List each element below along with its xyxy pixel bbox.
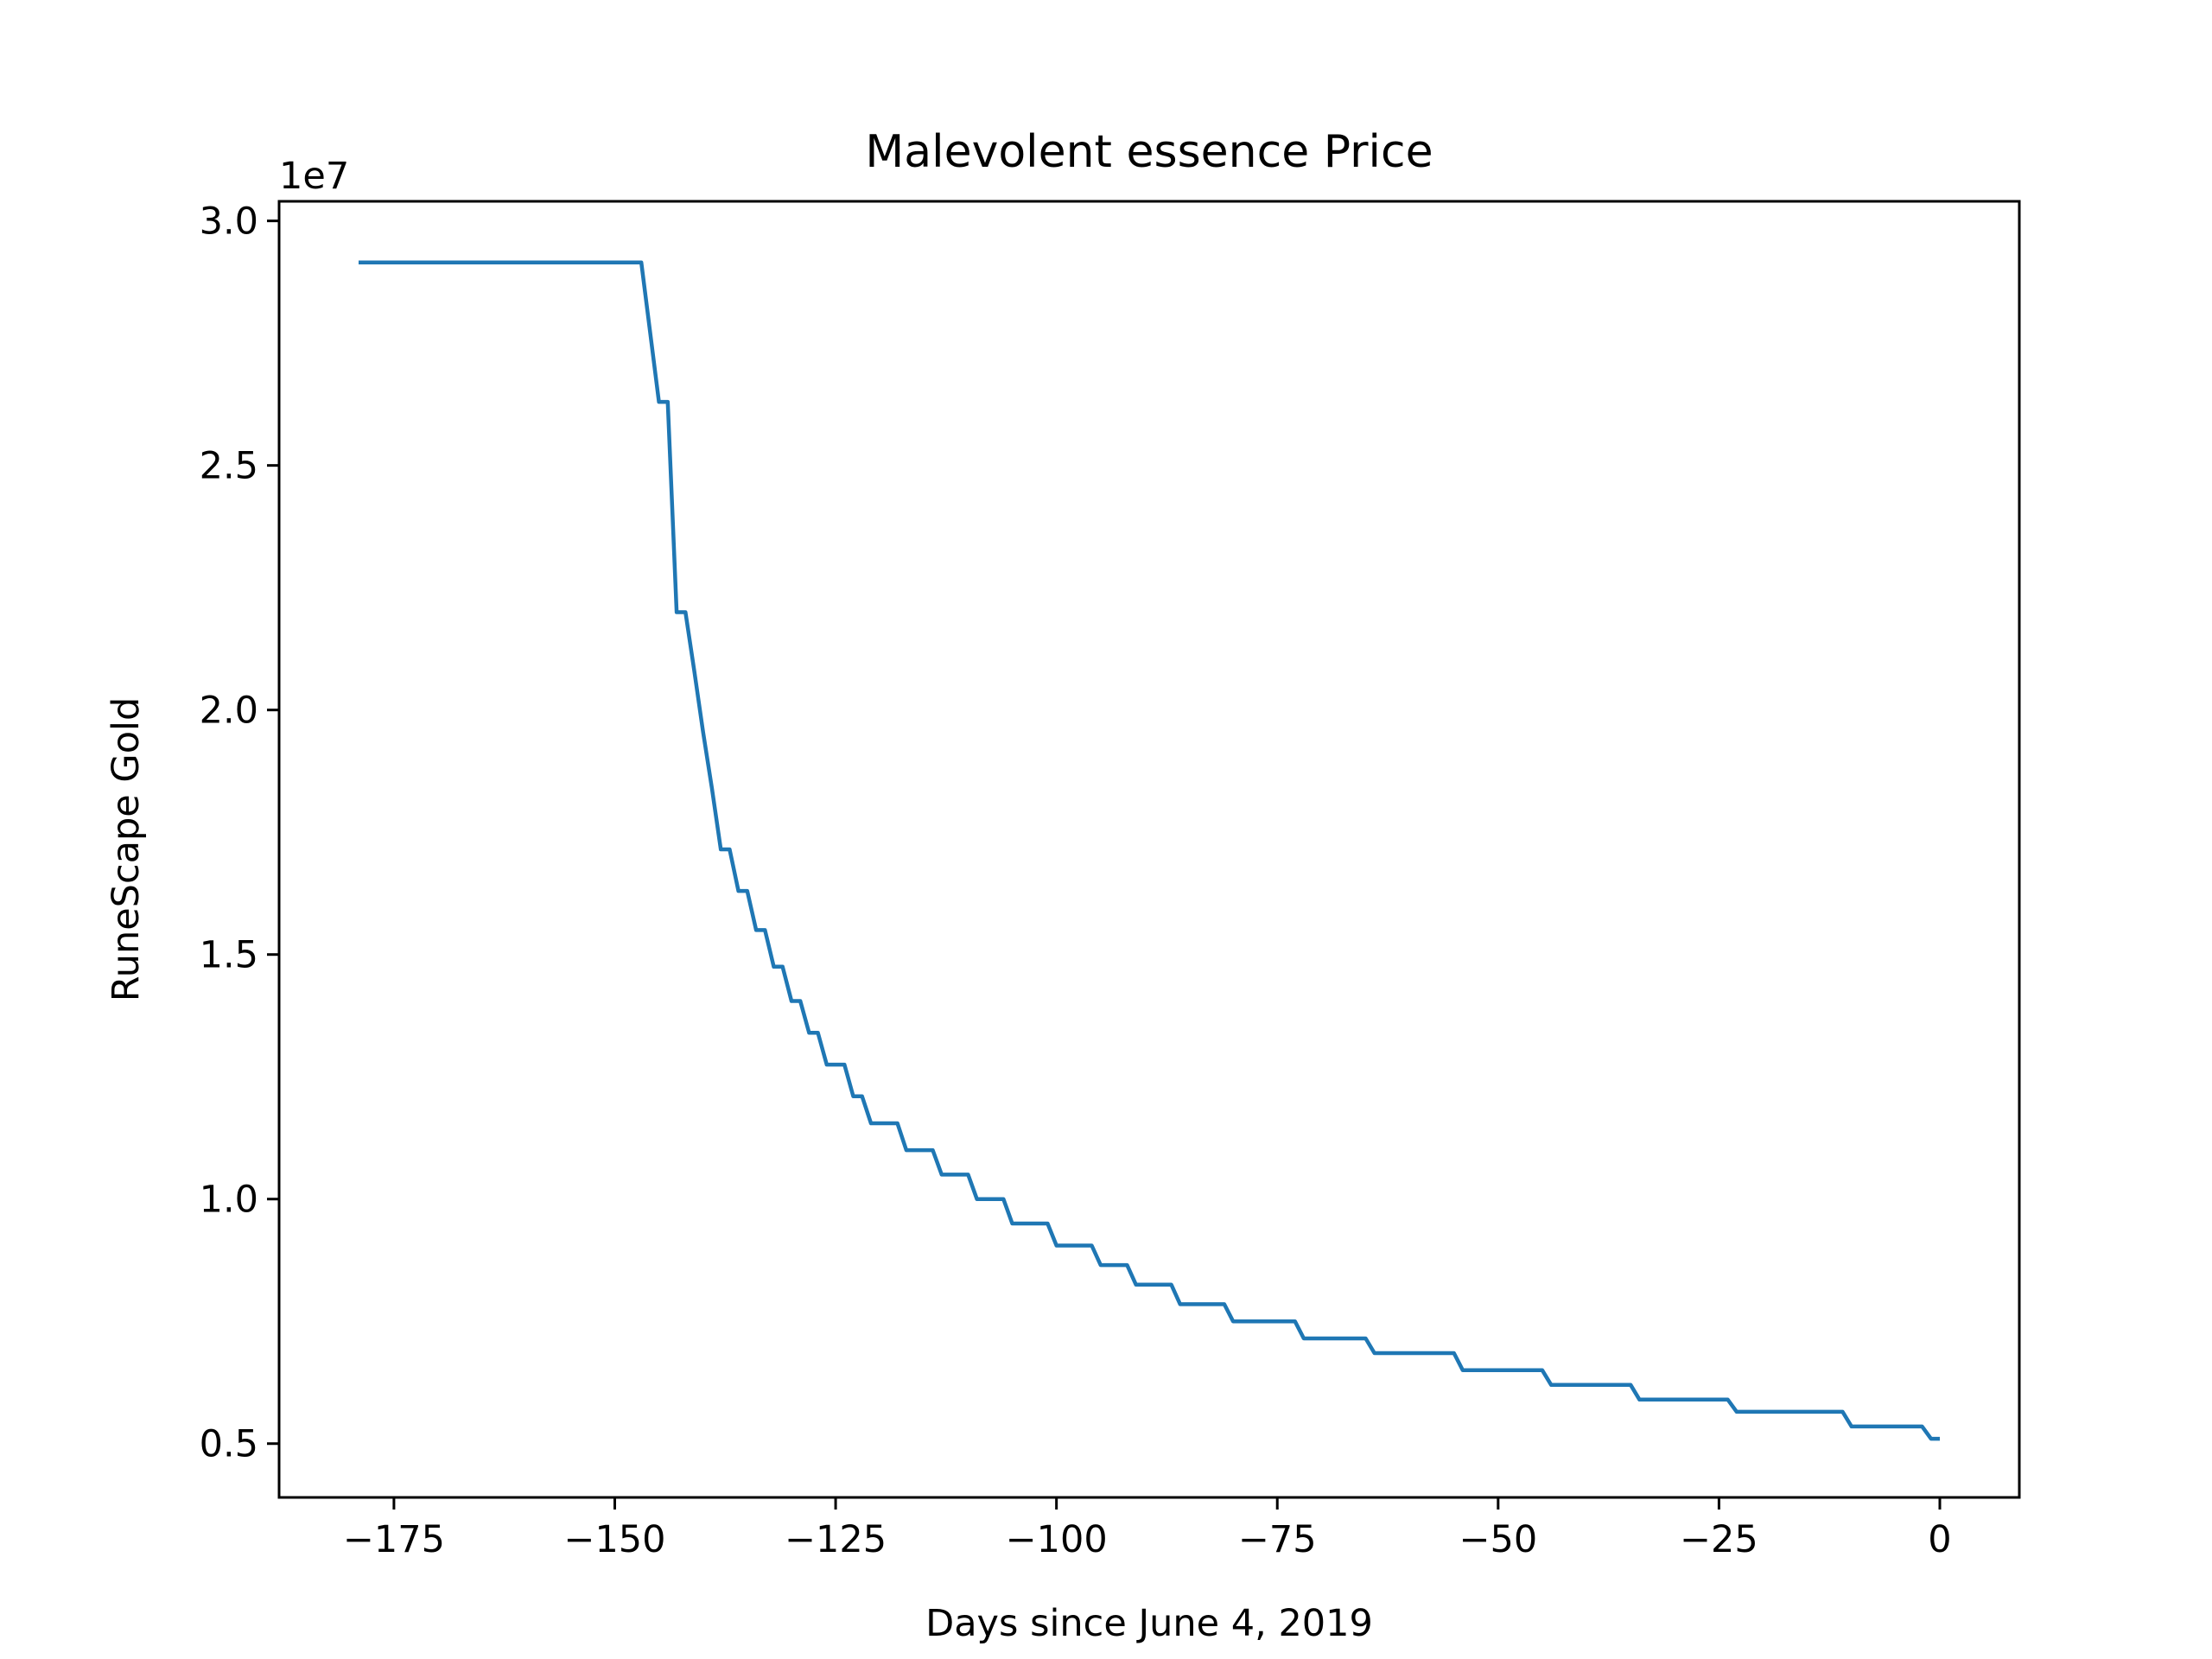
x-axis-label: Days since June 4, 2019 <box>925 1602 1373 1645</box>
y-tick-label: 2.0 <box>200 690 258 733</box>
axes-frame <box>277 200 2021 1499</box>
x-axis: −175 −150 −125 −100 −75 −50 −25 0 <box>343 1497 1952 1561</box>
x-tick-label: −25 <box>1680 1518 1758 1561</box>
chart-title: Malevolent essence Price <box>865 126 1433 178</box>
series-line <box>359 260 1940 1441</box>
x-tick-label: −150 <box>563 1518 665 1561</box>
x-tick-label: −125 <box>785 1518 887 1561</box>
y-axis-label: RuneScape Gold <box>105 697 148 1001</box>
y-tick-label: 1.5 <box>200 934 258 977</box>
x-tick-label: −75 <box>1238 1518 1317 1561</box>
y-tick-label: 2.5 <box>200 445 258 488</box>
y-axis: 0.5 1.0 1.5 2.0 2.5 3.0 <box>200 200 279 1466</box>
x-tick-label: −175 <box>343 1518 445 1561</box>
x-tick-label: 0 <box>1928 1518 1951 1561</box>
x-tick-label: −100 <box>1006 1518 1108 1561</box>
y-axis-offset-label: 1e7 <box>279 155 349 198</box>
y-tick-label: 0.5 <box>200 1423 258 1466</box>
plot-area <box>277 200 2021 1499</box>
y-tick-label: 3.0 <box>200 200 258 244</box>
x-tick-label: −50 <box>1459 1518 1537 1561</box>
y-tick-label: 1.0 <box>200 1179 258 1222</box>
